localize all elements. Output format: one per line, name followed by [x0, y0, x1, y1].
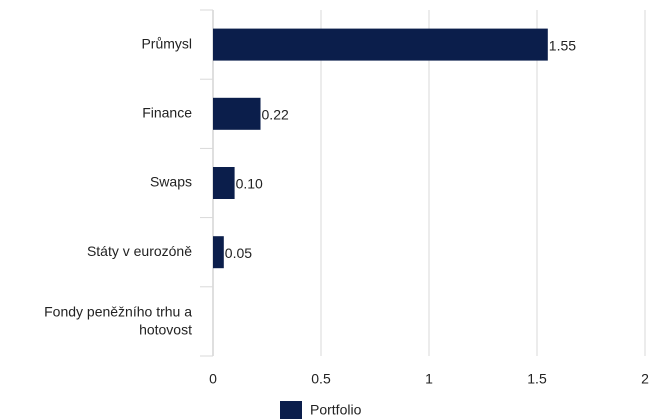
bar	[213, 236, 224, 269]
x-tick-label: 2	[641, 371, 649, 387]
y-tick-label: Průmysl	[141, 35, 192, 51]
y-tick-label: Fondy peněžního trhu a hotovost	[44, 303, 192, 337]
legend-swatch	[280, 401, 302, 419]
x-tick-label: 0.5	[311, 371, 331, 387]
bar	[213, 28, 548, 61]
y-tick-label: Státy v eurozóně	[87, 243, 192, 259]
data-label: 0.22	[262, 107, 289, 123]
y-tick-label: Swaps	[150, 174, 192, 190]
x-tick-label: 1	[425, 371, 433, 387]
y-tick-label: Finance	[142, 105, 192, 121]
legend-label: Portfolio	[310, 402, 362, 418]
data-label: 1.55	[549, 37, 576, 53]
bar	[213, 167, 235, 199]
bar	[213, 97, 261, 130]
x-tick-label: 0	[209, 371, 217, 387]
data-label: 0.10	[236, 176, 263, 192]
x-tick-label: 1.5	[527, 371, 547, 387]
data-label: 0.05	[225, 245, 252, 261]
